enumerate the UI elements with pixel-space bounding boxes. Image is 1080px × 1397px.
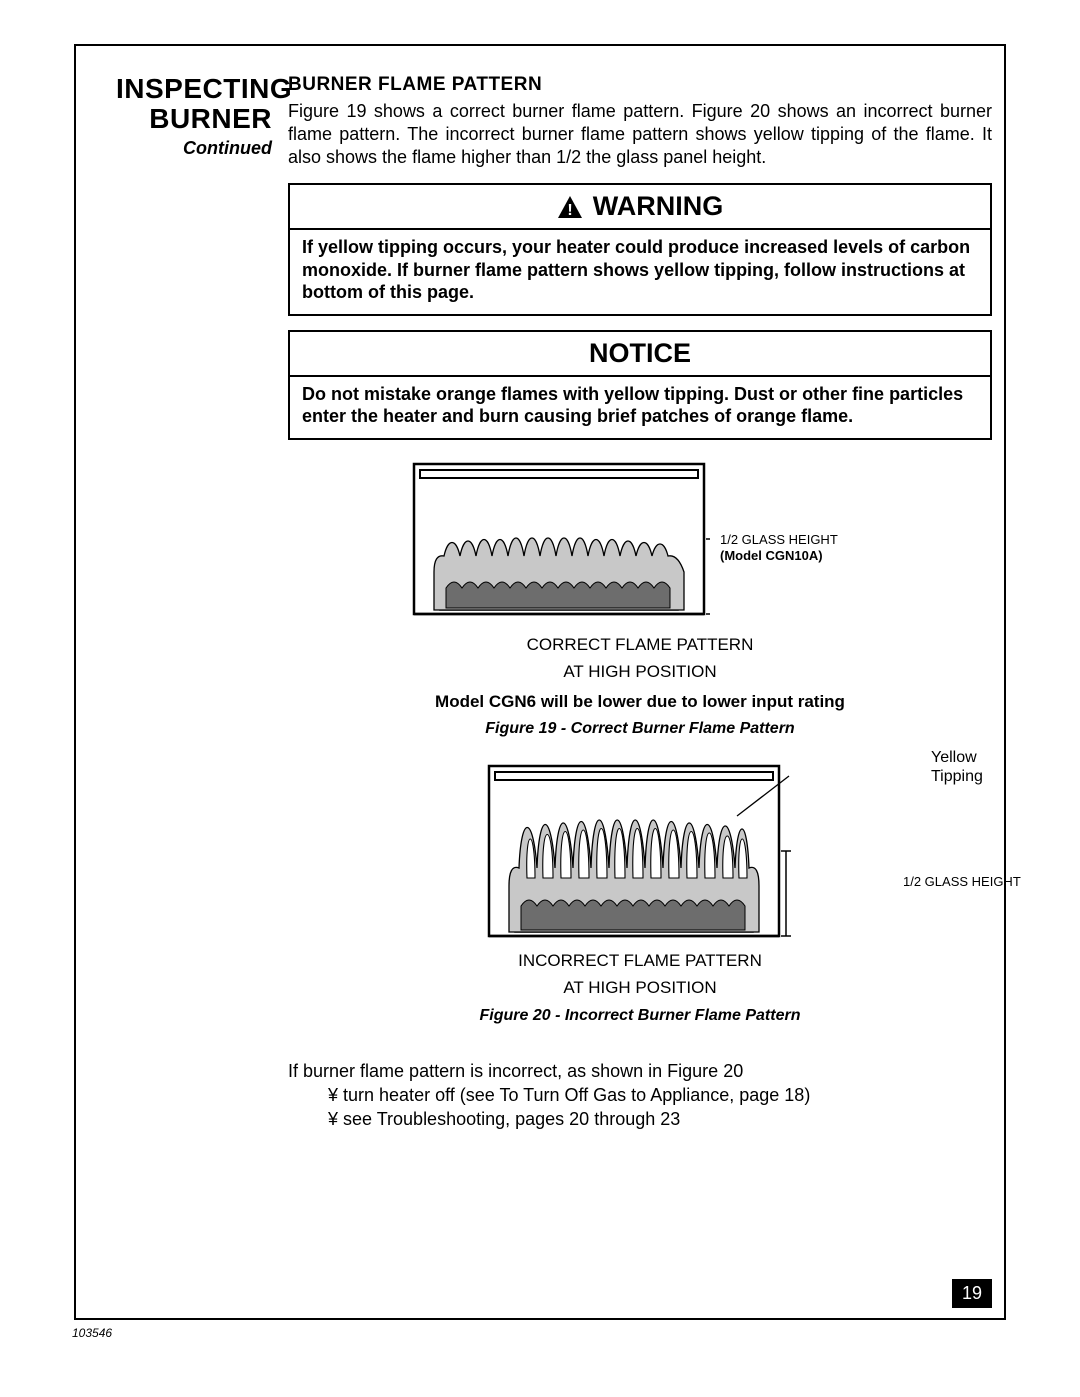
svg-text:!: ! [567, 202, 572, 219]
fig19-caption-line2: AT HIGH POSITION [563, 661, 716, 682]
fig19-caption-line1: CORRECT FLAME PATTERN [527, 634, 754, 655]
notice-body: Do not mistake orange flames with yellow… [290, 377, 990, 438]
document-id: 103546 [72, 1326, 112, 1340]
notice-heading-text: NOTICE [589, 338, 691, 369]
figure-19-right-labels: 1/2 GLASS HEIGHT (Model CGN10A) [720, 460, 870, 565]
notice-box: NOTICE Do not mistake orange flames with… [288, 330, 992, 440]
fig19-glass-height-label: 1/2 GLASS HEIGHT [720, 532, 870, 548]
figure-19-row: 1/2 GLASS HEIGHT (Model CGN10A) [410, 460, 870, 628]
warning-heading-text: WARNING [593, 191, 724, 222]
bottom-instructions: If burner flame pattern is incorrect, as… [288, 1059, 992, 1132]
right-column: BURNER FLAME PATTERN Figure 19 shows a c… [282, 46, 1004, 1318]
figure-20: Yellow Tipping 1/2 GLASS HEIGHT INCORREC… [288, 756, 992, 1025]
fig20-yellow-tipping-label: Yellow Tipping [931, 748, 1011, 786]
bottom-bullet-1: ¥ turn heater off (see To Turn Off Gas t… [288, 1083, 992, 1107]
section-title-line1: INSPECTING [116, 74, 272, 104]
intro-paragraph: Figure 19 shows a correct burner flame p… [288, 100, 992, 169]
left-column: INSPECTING BURNER Continued [76, 46, 282, 1318]
subheading: BURNER FLAME PATTERN [288, 74, 992, 96]
fig20-caption-line2: AT HIGH POSITION [563, 977, 716, 998]
warning-body: If yellow tipping occurs, your heater co… [290, 230, 990, 314]
continued-label: Continued [116, 138, 272, 159]
bottom-bullet-2: ¥ see Troubleshooting, pages 20 through … [288, 1107, 992, 1131]
figure-19: 1/2 GLASS HEIGHT (Model CGN10A) CORRECT … [288, 460, 992, 739]
fig19-note: Model CGN6 will be lower due to lower in… [435, 692, 845, 712]
warning-heading-row: ! WARNING [290, 185, 990, 230]
warning-box: ! WARNING If yellow tipping occurs, your… [288, 183, 992, 316]
page-frame: INSPECTING BURNER Continued BURNER FLAME… [74, 44, 1006, 1320]
figure-20-row: Yellow Tipping 1/2 GLASS HEIGHT [485, 756, 795, 944]
warning-triangle-icon: ! [557, 195, 583, 219]
fig20-figure-caption: Figure 20 - Incorrect Burner Flame Patte… [480, 1007, 801, 1025]
figure-20-diagram [485, 756, 795, 944]
fig19-model-label: (Model CGN10A) [720, 548, 870, 564]
fig20-caption-line1: INCORRECT FLAME PATTERN [518, 950, 762, 971]
notice-heading-row: NOTICE [290, 332, 990, 377]
figure-19-diagram [410, 460, 710, 628]
page-number: 19 [952, 1279, 992, 1308]
fig19-figure-caption: Figure 19 - Correct Burner Flame Pattern [485, 720, 794, 738]
fig20-glass-height-label: 1/2 GLASS HEIGHT [903, 874, 1063, 889]
section-title-line2: BURNER [116, 104, 272, 134]
bottom-lead: If burner flame pattern is incorrect, as… [288, 1059, 992, 1083]
